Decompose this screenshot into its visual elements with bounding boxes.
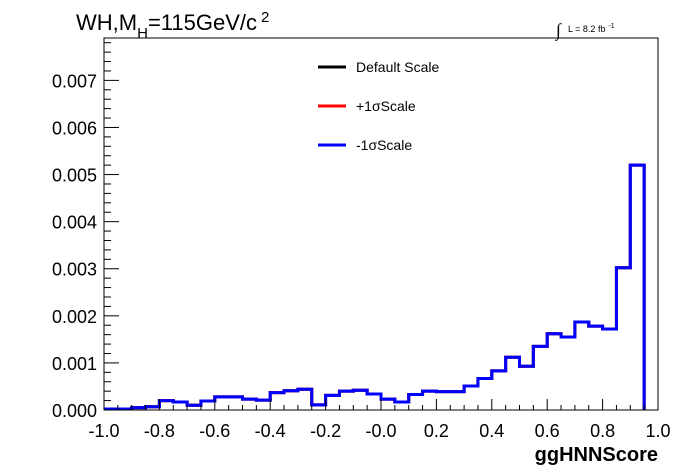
legend-label-default: Default Scale <box>356 59 439 75</box>
chart-title: WH,MH=115GeV/c 2 <box>76 9 269 42</box>
x-tick-label: 0.6 <box>535 421 560 441</box>
x-tick-label: 0.2 <box>424 421 449 441</box>
lumi-superscript: -1 <box>608 23 614 30</box>
y-tick-label: 0.003 <box>52 260 97 280</box>
x-axis-ticks: -1.0 -0.8 -0.6 -0.4 -0.2 -0.0 0.2 0.4 0.6 0.8 1.0 <box>88 399 671 441</box>
y-tick-label: 0.002 <box>52 307 97 327</box>
lumi-label: L = 8.2 fb -1 <box>568 23 615 34</box>
lumi-integral: ∫ <box>555 20 562 41</box>
legend: Default Scale +1σScale -1σScale <box>318 59 439 153</box>
y-tick-label: 0.004 <box>52 213 97 233</box>
series-line-2 <box>104 163 646 411</box>
chart-title-subscript: H <box>137 25 148 42</box>
x-tick-label: 1.0 <box>645 421 670 441</box>
y-tick-label: 0.005 <box>52 166 97 186</box>
x-tick-label: 0.8 <box>590 421 615 441</box>
lumi-text: L = 8.2 fb <box>568 24 605 34</box>
x-tick-label: 0.4 <box>479 421 504 441</box>
y-axis-ticks: 0.000 0.001 0.002 0.003 0.004 0.005 0.006 0.007 <box>52 42 119 421</box>
series-layer <box>104 163 646 411</box>
x-tick-label: -1.0 <box>88 421 119 441</box>
y-tick-label: 0.001 <box>52 354 97 374</box>
x-tick-label: -0.6 <box>199 421 230 441</box>
chart-title-rest: =115GeV/c <box>148 10 257 35</box>
legend-label-minus: -1σScale <box>356 137 412 153</box>
y-tick-label: 0.000 <box>52 401 97 421</box>
y-tick-label: 0.006 <box>52 118 97 138</box>
x-tick-label: -0.8 <box>144 421 175 441</box>
x-tick-label: -0.2 <box>310 421 341 441</box>
chart-title-main: WH,M <box>76 10 137 35</box>
y-tick-label: 0.007 <box>52 71 97 91</box>
x-tick-label: -0.0 <box>365 421 396 441</box>
x-tick-label: -0.4 <box>255 421 286 441</box>
chart-title-superscript: 2 <box>261 9 269 26</box>
x-axis-title: ggHNNScore <box>535 444 658 466</box>
legend-label-plus: +1σScale <box>356 98 416 114</box>
